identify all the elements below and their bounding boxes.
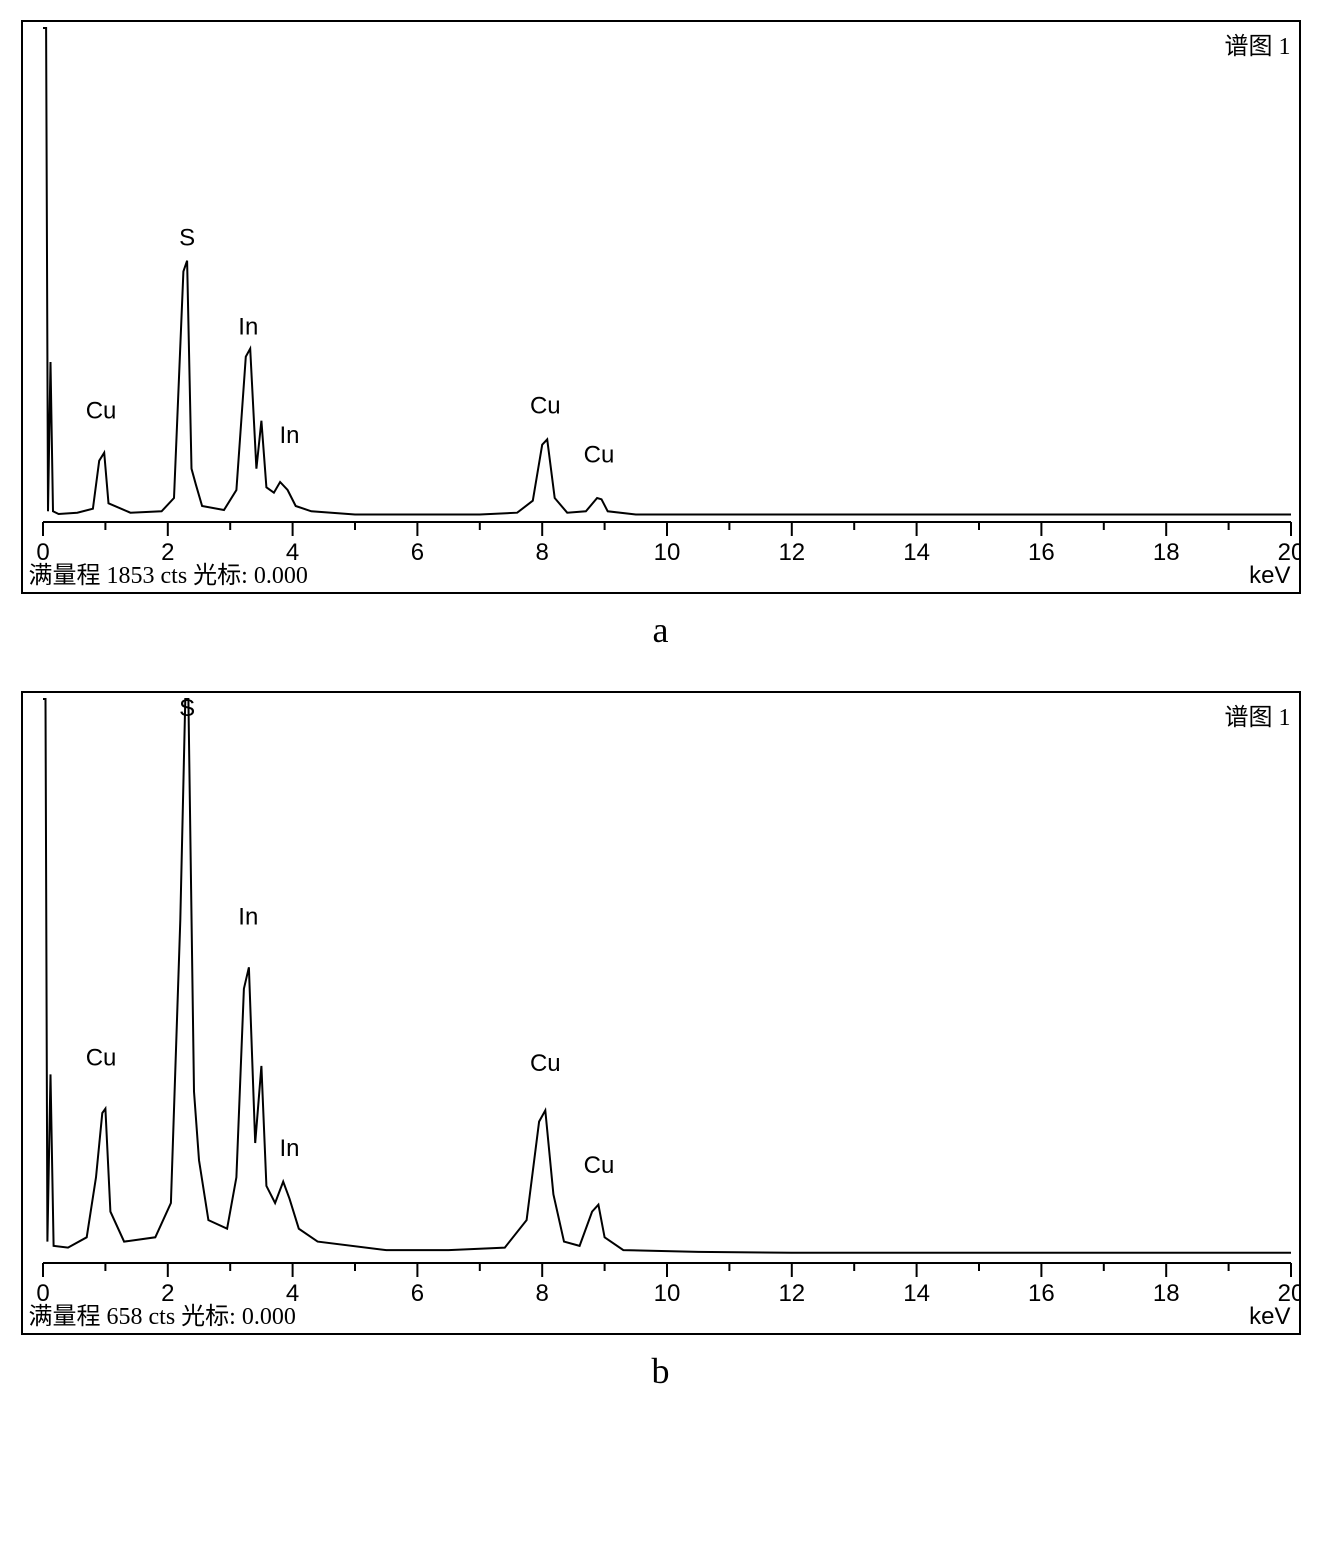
panel-a-corner-label: 谱图 1 bbox=[1225, 26, 1291, 61]
svg-text:14: 14 bbox=[903, 1280, 930, 1307]
svg-text:8: 8 bbox=[535, 539, 548, 566]
svg-text:12: 12 bbox=[778, 1280, 805, 1307]
svg-text:18: 18 bbox=[1152, 1280, 1179, 1307]
svg-text:8: 8 bbox=[535, 1280, 548, 1307]
peak-label: In bbox=[279, 1135, 299, 1162]
svg-text:16: 16 bbox=[1028, 539, 1055, 566]
footer-mid: cts 光标: bbox=[155, 563, 254, 589]
peak-label: In bbox=[279, 422, 299, 449]
peak-label: Cu bbox=[85, 397, 116, 424]
spectrum-panel-b: 谱图 1 02468101214161820CuSInInCuCu 满量程 65… bbox=[21, 691, 1301, 1335]
panel-a-x-unit: keV bbox=[1249, 562, 1290, 590]
footer-prefix: 满量程 bbox=[29, 1304, 107, 1330]
svg-text:6: 6 bbox=[410, 1280, 423, 1307]
panel-b-corner-label: 谱图 1 bbox=[1225, 697, 1291, 732]
svg-text:18: 18 bbox=[1152, 539, 1179, 566]
peak-label: S bbox=[179, 695, 195, 722]
svg-text:10: 10 bbox=[653, 539, 680, 566]
panel-b-x-unit: keV bbox=[1249, 1303, 1290, 1331]
footer-cts: 1853 bbox=[107, 563, 155, 589]
peak-label: Cu bbox=[583, 442, 614, 469]
panel-a-label: a bbox=[21, 609, 1301, 651]
peak-label: In bbox=[238, 904, 258, 931]
spectrum-svg-a: 02468101214161820CuSInInCuCu bbox=[23, 22, 1299, 588]
panel-a-footer: 满量程 1853 cts 光标: 0.000 bbox=[29, 555, 308, 590]
peak-label: In bbox=[238, 313, 258, 340]
panel-b-footer: 满量程 658 cts 光标: 0.000 bbox=[29, 1296, 296, 1331]
peak-label: Cu bbox=[583, 1152, 614, 1179]
spectrum-panel-a: 谱图 1 02468101214161820CuSInInCuCu 满量程 18… bbox=[21, 20, 1301, 594]
svg-text:10: 10 bbox=[653, 1280, 680, 1307]
svg-text:14: 14 bbox=[903, 539, 930, 566]
figure-container: 谱图 1 02468101214161820CuSInInCuCu 满量程 18… bbox=[21, 20, 1301, 1392]
footer-cursor: 0.000 bbox=[242, 1304, 296, 1330]
svg-text:12: 12 bbox=[778, 539, 805, 566]
spectrum-svg-b: 02468101214161820CuSInInCuCu bbox=[23, 693, 1299, 1329]
footer-cts: 658 bbox=[107, 1304, 143, 1330]
footer-cursor: 0.000 bbox=[254, 563, 308, 589]
footer-prefix: 满量程 bbox=[29, 563, 107, 589]
peak-label: Cu bbox=[85, 1045, 116, 1072]
peak-label: Cu bbox=[529, 392, 560, 419]
footer-mid: cts 光标: bbox=[143, 1304, 242, 1330]
peak-label: Cu bbox=[529, 1050, 560, 1077]
svg-text:6: 6 bbox=[410, 539, 423, 566]
panel-b-label: b bbox=[21, 1350, 1301, 1392]
peak-label: S bbox=[179, 224, 195, 251]
svg-text:16: 16 bbox=[1028, 1280, 1055, 1307]
